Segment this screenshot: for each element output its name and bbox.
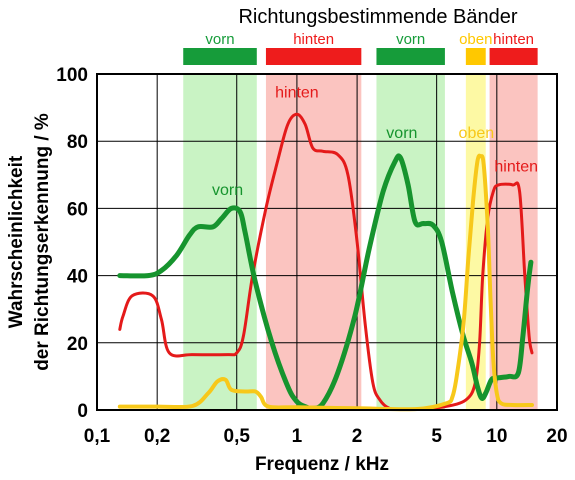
y-ticks: 0 20 40 60 80 100 (56, 65, 88, 422)
x-tick-4: 2 (352, 426, 363, 447)
series-red-line (118, 112, 534, 411)
x-tick-1: 0,2 (144, 426, 170, 447)
curve-label-1: vorn (212, 182, 243, 199)
curve-label-0: hinten (275, 85, 319, 102)
y-tick-4: 80 (67, 132, 88, 153)
x-tick-5: 5 (431, 426, 442, 447)
x-tick-2: 0,5 (224, 426, 251, 447)
chart-title: Richtungsbestimmende Bänder (238, 6, 517, 28)
y-tick-1: 20 (67, 334, 88, 355)
y-tick-5: 100 (56, 65, 88, 86)
series-group (117, 112, 534, 412)
band-bar-1 (265, 48, 362, 65)
band-label-3: oben (459, 31, 492, 48)
band-label-1: hinten (293, 31, 334, 48)
x-axis-label: Frequenz / kHz (255, 454, 389, 475)
band-bar-3 (465, 48, 486, 65)
band-label-4: hinten (493, 31, 534, 48)
plot-frame (96, 73, 558, 411)
curve-labels: hinten vorn vorn oben hinten (212, 85, 538, 199)
series-green-line (117, 153, 534, 411)
x-tick-3: 1 (292, 426, 303, 447)
y-tick-2: 40 (67, 267, 88, 288)
x-ticks: 0,1 0,2 0,5 1 2 5 10 20 (84, 426, 568, 447)
curve-label-4: hinten (494, 158, 538, 175)
x-tick-7: 20 (546, 426, 567, 447)
band-fills (183, 74, 538, 410)
y-tick-0: 0 (77, 401, 88, 422)
y-tick-3: 60 (67, 199, 88, 220)
y-axis-label-line1: Wahrscheinlichkeit (6, 155, 27, 328)
band-bars: vorn hinten vorn oben hinten (183, 31, 538, 65)
x-tick-6: 10 (486, 426, 507, 447)
curve-label-2: vorn (386, 125, 417, 142)
band-bar-2 (376, 48, 445, 65)
band-fill-4 (489, 74, 538, 410)
band-fill-2 (376, 74, 445, 410)
y-axis-label-line2: der Richtungserkennung / % (32, 113, 53, 371)
band-bar-4 (489, 48, 538, 65)
band-fill-1 (265, 74, 362, 410)
x-tick-0: 0,1 (84, 426, 111, 447)
band-label-2: vorn (396, 31, 425, 48)
series-yellow-line (117, 153, 534, 412)
band-bar-0 (183, 48, 257, 65)
band-label-0: vorn (205, 31, 234, 48)
grid (97, 74, 557, 410)
curve-label-3: oben (459, 125, 495, 142)
